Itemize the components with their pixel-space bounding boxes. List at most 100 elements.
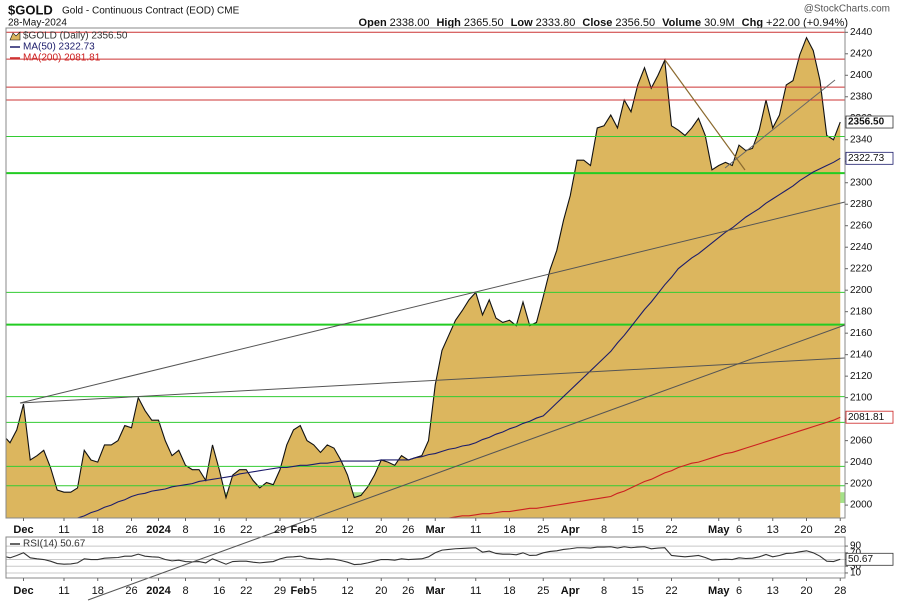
x-tick-label: 13	[767, 585, 779, 597]
y-tick-label: 2040	[850, 457, 873, 468]
plot-area	[6, 545, 845, 574]
trendline	[87, 324, 846, 601]
x-tick-label: 22	[240, 585, 252, 597]
y-tick-label: 2420	[850, 48, 873, 59]
x-tick-label: 29	[274, 524, 286, 536]
y-tick-label: 2440	[850, 27, 873, 38]
x-tick-label: Mar	[425, 524, 445, 536]
line	[76, 157, 841, 518]
x-tick-label: 22	[240, 524, 252, 536]
x-tick-label: 16	[213, 524, 225, 536]
y-tick-label: 2160	[850, 328, 873, 339]
stat-value: +22.00 (+0.94%)	[766, 17, 848, 29]
x-tick-label: 12	[341, 524, 353, 536]
x-tick-label: 20	[375, 585, 387, 597]
x-tick-label: 20	[800, 585, 812, 597]
x-tick-label: 12	[341, 585, 353, 597]
x-tick-label: 11	[470, 585, 481, 597]
y-tick-label: 2000	[850, 500, 873, 511]
x-tick-label: 22	[665, 524, 677, 536]
x-tick-label: 11	[470, 524, 481, 536]
stat-label: High	[436, 17, 461, 29]
y-tick-label: 2280	[850, 199, 873, 210]
plot-area	[6, 31, 845, 518]
x-tick-label: Apr	[561, 585, 581, 597]
x-tick-label: 25	[537, 524, 549, 536]
y-tick-label: 90	[850, 541, 862, 552]
x-tick-label: 26	[125, 524, 137, 536]
last-value-label: 2322.73	[848, 153, 885, 164]
y-tick-label: 2300	[850, 177, 873, 188]
date: 28-May-2024	[8, 18, 67, 29]
x-tick-label: Feb	[290, 524, 310, 536]
trendlines	[19, 59, 846, 601]
legend-label: $GOLD (Daily) 2356.50	[23, 31, 128, 42]
x-tick-label: 11	[58, 585, 69, 597]
x-tick-label: Apr	[561, 524, 581, 536]
y-tick-label: 2200	[850, 285, 873, 296]
x-tick-label: 11	[58, 524, 69, 536]
x-tick-label: May	[708, 585, 730, 597]
x-tick-label: 18	[92, 585, 104, 597]
line	[6, 546, 841, 566]
x-tick-label: 6	[736, 585, 742, 597]
stat-label: Open	[359, 17, 387, 29]
x-tick-label: 26	[125, 585, 137, 597]
legend-label: MA(200) 2081.81	[23, 53, 101, 64]
stat-label: Low	[511, 17, 533, 29]
plots	[6, 31, 845, 574]
stat-value: 2338.00	[390, 17, 430, 29]
trendline	[724, 79, 836, 169]
x-tick-label: 18	[92, 524, 104, 536]
y-tick-label: 2060	[850, 435, 873, 446]
x-tick-label: Mar	[425, 585, 445, 597]
last-value-label: 2081.81	[848, 412, 885, 423]
x-tick-label: 6	[736, 524, 742, 536]
stat-value: 2333.80	[536, 17, 576, 29]
y-tick-label: 2100	[850, 392, 873, 403]
x-tick-label: 8	[601, 585, 607, 597]
x-tick-label: 8	[601, 524, 607, 536]
x-tick-label: 15	[632, 524, 644, 536]
y-tick-label: 10	[850, 568, 862, 579]
x-tick-label: 2024	[146, 585, 171, 597]
y-tick-label: 2380	[850, 91, 873, 102]
y-tick-label: 2220	[850, 263, 873, 274]
area-line	[6, 36, 841, 500]
legend-label: MA(50) 2322.73	[23, 42, 95, 53]
x-tick-label: Dec	[13, 524, 33, 536]
y-tick-label: 2020	[850, 478, 873, 489]
y-tick-label: 2400	[850, 70, 873, 81]
x-tick-label: 20	[375, 524, 387, 536]
x-tick-label: 29	[274, 585, 286, 597]
last-value-box	[845, 410, 894, 424]
stat-value: 2365.50	[464, 17, 504, 29]
description: Gold - Continuous Contract (EOD) CME	[62, 6, 240, 17]
y-tick-label: 2240	[850, 242, 873, 253]
x-tick-label: 16	[213, 585, 225, 597]
symbol: $GOLD	[8, 2, 53, 17]
x-tick-label: 15	[632, 585, 644, 597]
stat-label: Volume	[662, 17, 701, 29]
y-tick-label: 2180	[850, 306, 873, 317]
line	[445, 416, 841, 518]
x-tick-label: 26	[402, 524, 414, 536]
trendline	[19, 201, 846, 404]
y-tick-label: 2340	[850, 134, 873, 145]
x-tick-label: May	[708, 524, 730, 536]
legend-label: RSI(14) 50.67	[23, 539, 86, 550]
trendline	[19, 357, 846, 404]
y-tick-label: 30	[850, 561, 862, 572]
x-tick-label: 22	[665, 585, 677, 597]
x-tick-label: Dec	[13, 585, 33, 597]
x-tick-label: 2024	[146, 524, 171, 536]
x-tick-label: 26	[402, 585, 414, 597]
x-tick-label: 20	[800, 524, 812, 536]
area	[6, 37, 841, 518]
last-value-label: 2356.50	[848, 117, 885, 128]
x-tick-label: 8	[182, 585, 188, 597]
x-tick-label: 13	[767, 524, 779, 536]
x-tick-label: Feb	[290, 585, 310, 597]
y-tick-label: 2140	[850, 349, 873, 360]
